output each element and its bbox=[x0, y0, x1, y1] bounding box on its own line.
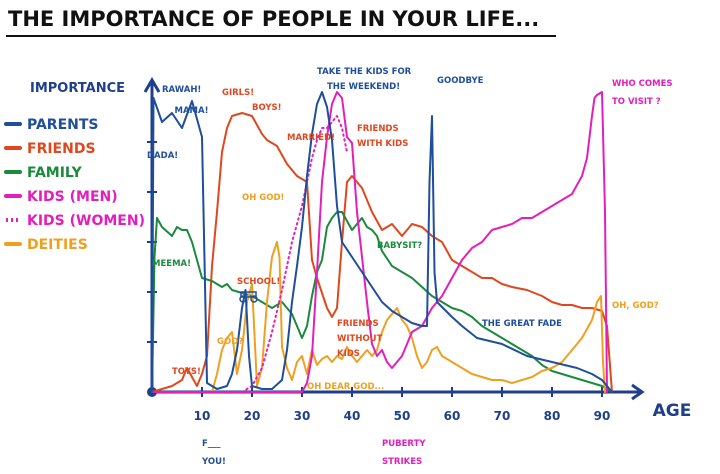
series-line-kids-men bbox=[151, 91, 608, 393]
legend-label-kids-women: KIDS (WOMEN) bbox=[27, 213, 145, 229]
annotation-16: BABYSIT? bbox=[377, 241, 422, 251]
y-axis-arrow bbox=[143, 77, 161, 93]
series-line-parents bbox=[151, 91, 613, 393]
x-tick-label-50: 50 bbox=[394, 409, 411, 423]
annotation-24: OH, GOD? bbox=[612, 301, 659, 311]
legend-label-kids-men: KIDS (MEN) bbox=[27, 189, 118, 205]
annotation-6: TAKE THE KIDS FOR bbox=[317, 67, 412, 77]
annotation-23: THE GREAT FADE bbox=[482, 319, 562, 329]
annotation-21: KIDS bbox=[337, 349, 360, 359]
annotation-13: OH GOD! bbox=[242, 193, 284, 203]
bike-wheel-icon bbox=[239, 295, 247, 303]
annotation-9: WITH KIDS bbox=[357, 139, 408, 149]
legend-label-friends: FRIENDS bbox=[27, 141, 96, 157]
series-line-friends bbox=[151, 112, 613, 393]
annotation-7: THE WEEKEND! bbox=[327, 82, 400, 92]
x-tick-label-30: 30 bbox=[294, 409, 311, 423]
series-line-kids-women bbox=[151, 115, 348, 393]
annotation-27: PUBERTY bbox=[382, 439, 426, 449]
annotation-18: TOYS! bbox=[172, 367, 201, 377]
legend-label-family: FAMILY bbox=[27, 165, 83, 181]
annotation-19: FRIENDS bbox=[337, 319, 379, 329]
x-tick-label-80: 80 bbox=[544, 409, 561, 423]
x-tick-label-10: 10 bbox=[194, 409, 211, 423]
bike-icon bbox=[240, 291, 257, 298]
y-axis-label: IMPORTANCE bbox=[30, 81, 125, 96]
annotation-5: MARRIED! bbox=[287, 133, 335, 143]
series-line-family bbox=[151, 211, 613, 393]
chart-title: THE IMPORTANCE OF PEOPLE IN YOUR LIFE... bbox=[8, 7, 539, 31]
annotation-8: FRIENDS bbox=[357, 124, 399, 134]
series-line-deities bbox=[151, 241, 606, 393]
annotation-26: YOU! bbox=[201, 457, 226, 467]
annotation-0: RAWAH! bbox=[162, 85, 201, 95]
x-tick-label-90: 90 bbox=[594, 409, 611, 423]
x-tick-label-60: 60 bbox=[444, 409, 461, 423]
annotation-25: F___ bbox=[202, 439, 221, 449]
annotation-1: MAMA! bbox=[175, 106, 209, 116]
annotation-4: BOYS! bbox=[252, 103, 282, 113]
annotation-20: WITHOUT bbox=[337, 334, 383, 344]
annotation-11: WHO COMES bbox=[612, 79, 673, 89]
legend-label-deities: DEITIES bbox=[27, 237, 88, 253]
annotation-14: MEEMA! bbox=[152, 259, 191, 269]
x-tick-label-20: 20 bbox=[244, 409, 261, 423]
annotation-15: SCHOOL! bbox=[237, 277, 280, 287]
annotation-10: GOODBYE bbox=[437, 76, 484, 86]
x-tick-label-70: 70 bbox=[494, 409, 511, 423]
x-tick-label-40: 40 bbox=[344, 409, 361, 423]
x-axis-label: AGE bbox=[653, 401, 692, 421]
annotation-3: GIRLS! bbox=[222, 88, 254, 98]
annotation-2: DADA! bbox=[147, 151, 178, 161]
annotation-22: OH DEAR GOD... bbox=[307, 382, 384, 392]
annotation-17: GOD? bbox=[217, 337, 243, 347]
bike-wheel-icon bbox=[250, 295, 258, 303]
annotation-28: STRIKES bbox=[382, 457, 422, 467]
x-axis-arrow bbox=[631, 383, 645, 401]
annotation-12: TO VISIT ? bbox=[612, 97, 661, 107]
legend-label-parents: PARENTS bbox=[27, 117, 99, 133]
